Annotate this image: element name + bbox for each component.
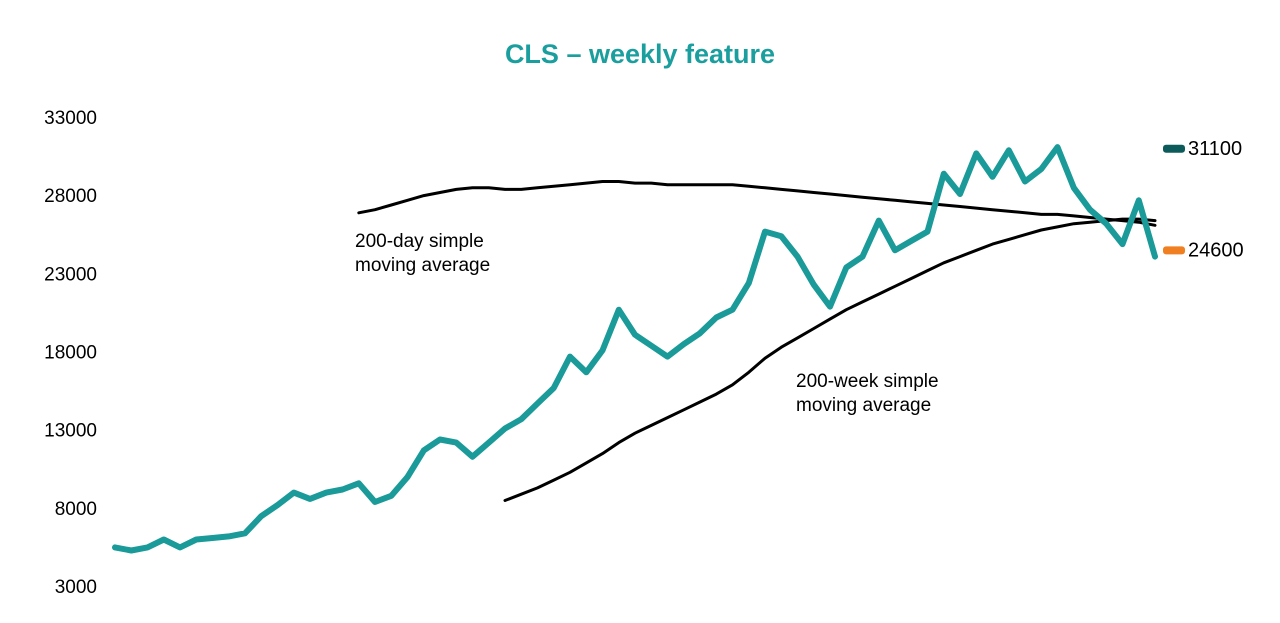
y-tick-label: 3000: [55, 577, 97, 598]
series-line: [112, 144, 1158, 554]
annotation: 200-day simple moving average: [355, 231, 491, 276]
y-tick-label: 13000: [44, 421, 97, 442]
y-tick-label: 23000: [44, 264, 97, 285]
series-line: [503, 217, 1157, 502]
y-tick-label: 28000: [44, 186, 97, 207]
chart-title: CLS – weekly feature: [505, 39, 775, 69]
y-tick-label: 8000: [55, 499, 97, 520]
level-label: 31100: [1188, 138, 1242, 160]
level-marker: [1163, 144, 1185, 153]
level-label: 24600: [1188, 240, 1244, 262]
annotation: 200-week simple moving average: [796, 371, 939, 416]
series-line: [357, 180, 1157, 227]
level-marker: [1163, 246, 1185, 255]
y-tick-label: 18000: [44, 343, 97, 364]
y-tick-label: 33000: [44, 108, 97, 129]
